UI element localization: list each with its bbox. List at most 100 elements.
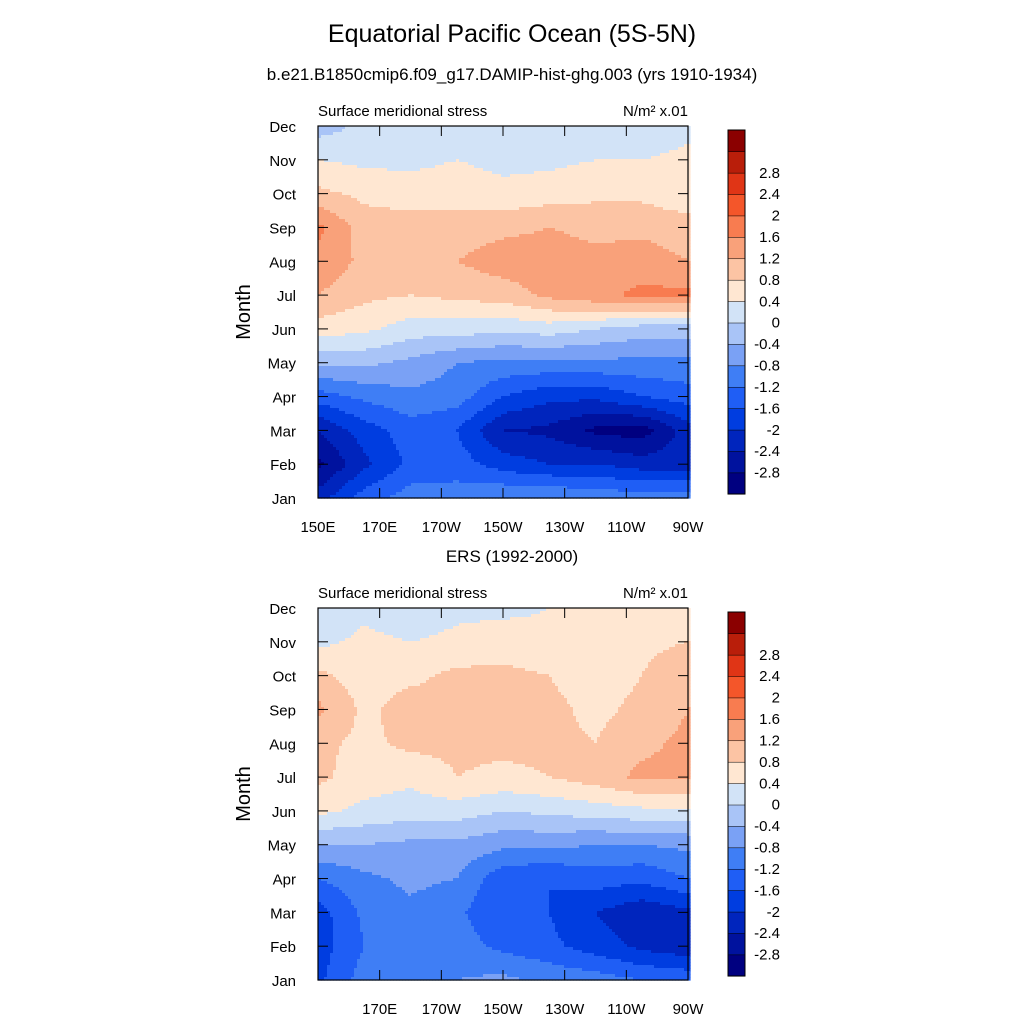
heatmap-cell (477, 165, 481, 169)
heatmap-cell (447, 135, 451, 139)
heatmap-cell (558, 135, 562, 139)
heatmap-cell (555, 141, 559, 145)
heatmap-cell (522, 153, 526, 157)
heatmap-cell (510, 150, 514, 154)
heatmap-cell (522, 144, 526, 148)
heatmap-cell (612, 147, 616, 151)
heatmap-cell (678, 132, 682, 136)
heatmap-cell (486, 162, 490, 166)
heatmap-cell (603, 162, 607, 166)
heatmap-cell (630, 138, 634, 142)
heatmap-cell (651, 174, 655, 178)
heatmap-cell (366, 138, 370, 142)
heatmap-cell (477, 174, 481, 178)
heatmap-cell (381, 174, 385, 178)
heatmap-cell (669, 132, 673, 136)
heatmap-cell (624, 147, 628, 151)
heatmap-cell (402, 138, 406, 142)
heatmap-cell (537, 144, 541, 148)
heatmap-cell (354, 138, 358, 142)
heatmap-cell (324, 132, 328, 136)
heatmap-cell (681, 126, 685, 130)
heatmap-cell (483, 126, 487, 130)
heatmap-cell (567, 132, 571, 136)
heatmap-cell (579, 132, 583, 136)
heatmap-cell (483, 138, 487, 142)
heatmap-cell (588, 144, 592, 148)
heatmap-cell (492, 156, 496, 160)
heatmap-cell (396, 150, 400, 154)
heatmap-cell (420, 126, 424, 130)
heatmap-cell (438, 165, 442, 169)
heatmap-cell (321, 144, 325, 148)
heatmap-cell (342, 144, 346, 148)
heatmap-cell (543, 144, 547, 148)
heatmap-cell (537, 135, 541, 139)
heatmap-cell (666, 126, 670, 130)
heatmap-cell (645, 138, 649, 142)
heatmap-cell (558, 126, 562, 130)
heatmap-cell (498, 171, 502, 175)
heatmap-cell (507, 174, 511, 178)
heatmap-cell (600, 141, 604, 145)
heatmap-cell (486, 138, 490, 142)
heatmap-cell (630, 147, 634, 151)
heatmap-cell (402, 165, 406, 169)
heatmap-cell (687, 165, 691, 169)
heatmap-cell (345, 162, 349, 166)
heatmap-cell (615, 153, 619, 157)
heatmap-cell (636, 156, 640, 160)
heatmap-cell (582, 159, 586, 163)
heatmap-cell (351, 150, 355, 154)
heatmap-cell (405, 165, 409, 169)
heatmap-cell (357, 168, 361, 172)
heatmap-cell (600, 159, 604, 163)
heatmap-cell (534, 162, 538, 166)
heatmap-cell (318, 150, 322, 154)
heatmap-cell (483, 171, 487, 175)
heatmap-cell (465, 150, 469, 154)
heatmap-cell (333, 171, 337, 175)
heatmap-cell (567, 135, 571, 139)
heatmap-cell (408, 147, 412, 151)
heatmap-cell (675, 174, 679, 178)
heatmap-cell (651, 129, 655, 133)
heatmap-cell (321, 135, 325, 139)
heatmap-cell (426, 165, 430, 169)
heatmap-cell (504, 156, 508, 160)
heatmap-cell (516, 165, 520, 169)
heatmap-cell (651, 156, 655, 160)
heatmap-cell (330, 165, 334, 169)
heatmap-cell (450, 168, 454, 172)
heatmap-cell (447, 159, 451, 163)
heatmap-cell (630, 159, 634, 163)
heatmap-cell (432, 141, 436, 145)
heatmap-cell (504, 138, 508, 142)
heatmap-cell (441, 147, 445, 151)
heatmap-cell (441, 150, 445, 154)
heatmap-cell (681, 141, 685, 145)
heatmap-cell (681, 159, 685, 163)
heatmap-cell (360, 171, 364, 175)
heatmap-cell (366, 174, 370, 178)
heatmap-cell (609, 153, 613, 157)
heatmap-cell (678, 153, 682, 157)
heatmap-cell (651, 168, 655, 172)
heatmap-cell (393, 159, 397, 163)
heatmap-cell (393, 162, 397, 166)
heatmap-cell (483, 156, 487, 160)
heatmap-cell (327, 168, 331, 172)
heatmap-cell (396, 174, 400, 178)
heatmap-cell (483, 174, 487, 178)
heatmap-cell (414, 129, 418, 133)
heatmap-cell (687, 174, 691, 178)
heatmap-cell (504, 153, 508, 157)
heatmap-cell (540, 159, 544, 163)
heatmap-cell (645, 159, 649, 163)
heatmap-cell (612, 165, 616, 169)
heatmap-cell (528, 126, 532, 130)
heatmap-cell (546, 177, 550, 181)
heatmap-cell (660, 156, 664, 160)
heatmap-cell (438, 177, 442, 181)
heatmap-cell (687, 144, 691, 148)
